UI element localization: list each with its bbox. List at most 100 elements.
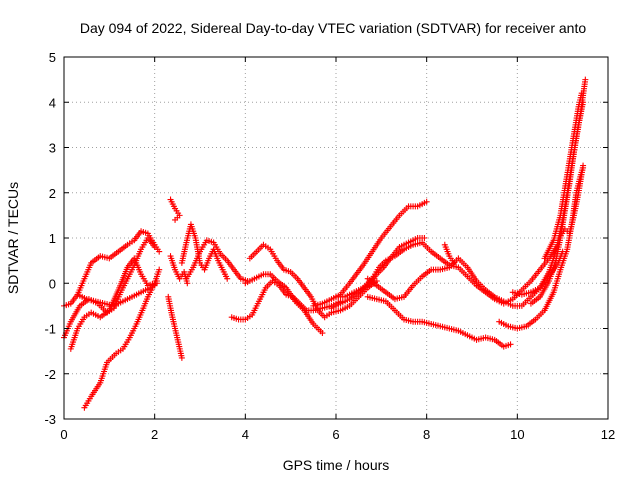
interpolated-marker (552, 259, 559, 266)
interpolated-marker (345, 282, 352, 289)
interpolated-marker (135, 290, 142, 297)
interpolated-marker (233, 315, 240, 322)
interpolated-marker (498, 297, 505, 304)
interpolated-marker (66, 320, 73, 327)
interpolated-marker (535, 295, 542, 302)
interpolated-marker (394, 245, 401, 252)
series-track-7 (165, 293, 185, 361)
interpolated-marker (575, 106, 582, 113)
series-track-17 (364, 293, 514, 350)
interpolated-marker (151, 281, 158, 288)
interpolated-marker (144, 285, 151, 292)
interpolated-marker (435, 322, 441, 329)
interpolated-marker (462, 331, 469, 338)
interpolated-marker (412, 236, 419, 243)
interpolated-marker (556, 268, 563, 275)
series-track-24 (555, 162, 587, 244)
interpolated-marker (358, 263, 365, 270)
interpolated-marker (143, 296, 150, 303)
y-tick-label: 3 (49, 141, 56, 156)
y-axis-label: SDTVAR / TECUs (5, 182, 21, 294)
interpolated-marker (113, 249, 120, 256)
x-tick-label: 8 (423, 427, 430, 442)
interpolated-marker (516, 302, 523, 309)
interpolated-marker (578, 92, 585, 99)
interpolated-marker (374, 266, 381, 273)
interpolated-marker (399, 314, 406, 321)
interpolated-marker (556, 214, 563, 221)
interpolated-marker (339, 293, 346, 300)
interpolated-marker (80, 316, 87, 323)
interpolated-marker (258, 272, 265, 279)
interpolated-marker (229, 264, 236, 271)
interpolated-marker (285, 268, 292, 275)
interpolated-marker (352, 273, 359, 280)
interpolated-marker (126, 294, 133, 301)
interpolated-marker (313, 305, 320, 312)
interpolated-marker (425, 320, 432, 327)
interpolated-marker (218, 264, 225, 271)
interpolated-marker (317, 301, 324, 308)
interpolated-marker (426, 246, 433, 253)
x-tick-label: 2 (151, 427, 158, 442)
interpolated-marker (535, 268, 542, 275)
interpolated-marker (143, 280, 150, 287)
y-tick-label: 2 (49, 186, 56, 201)
interpolated-marker (292, 274, 299, 281)
interpolated-marker (104, 308, 111, 315)
interpolated-marker (416, 318, 423, 325)
interpolated-marker (214, 255, 221, 262)
data-series (61, 76, 589, 411)
interpolated-marker (299, 305, 306, 312)
interpolated-marker (202, 239, 209, 246)
interpolated-marker (168, 309, 175, 316)
interpolated-marker (171, 264, 178, 271)
y-tick-label: 1 (49, 231, 56, 246)
interpolated-marker (549, 291, 556, 298)
interpolated-marker (208, 238, 215, 245)
interpolated-marker (281, 283, 288, 290)
interpolated-marker (563, 248, 570, 255)
interpolated-marker (407, 318, 414, 325)
interpolated-marker (381, 287, 388, 294)
chart-title: Day 094 of 2022, Sidereal Day-to-day VTE… (80, 20, 587, 36)
series-track-6 (167, 196, 183, 223)
interpolated-marker (175, 210, 182, 217)
interpolated-marker (216, 248, 223, 255)
interpolated-marker (123, 277, 130, 284)
interpolated-marker (534, 285, 541, 292)
interpolated-marker (371, 281, 378, 288)
interpolated-marker (371, 295, 378, 302)
y-tick-label: -1 (44, 322, 56, 337)
interpolated-marker (426, 268, 433, 275)
interpolated-marker (472, 276, 479, 283)
interpolated-marker (73, 327, 80, 334)
interpolated-marker (174, 336, 181, 343)
interpolated-marker (444, 264, 451, 271)
interpolated-marker (132, 323, 139, 330)
interpolated-marker (205, 257, 212, 264)
interpolated-marker (150, 239, 157, 246)
interpolated-marker (480, 285, 487, 292)
interpolated-marker (306, 292, 313, 299)
interpolated-marker (462, 271, 469, 278)
x-tick-label: 6 (332, 427, 339, 442)
interpolated-marker (130, 264, 137, 271)
series-track-20 (496, 164, 587, 332)
series-track-14 (310, 198, 430, 309)
interpolated-marker (521, 323, 528, 330)
interpolated-marker (570, 214, 577, 221)
interpolated-marker (403, 205, 410, 212)
series-track-9 (178, 221, 231, 282)
interpolated-marker (290, 296, 297, 303)
interpolated-marker (544, 279, 551, 286)
x-axis-label: GPS time / hours (283, 457, 390, 473)
interpolated-marker (377, 236, 384, 243)
interpolated-marker (539, 309, 546, 316)
interpolated-marker (530, 317, 537, 324)
series-track-5 (74, 280, 160, 309)
interpolated-marker (380, 297, 387, 304)
interpolated-marker (114, 289, 121, 296)
